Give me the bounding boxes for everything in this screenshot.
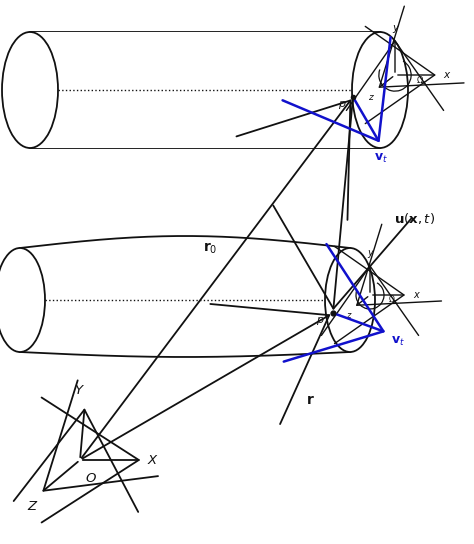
Text: $\mathbf{v}_t$: $\mathbf{v}_t$ xyxy=(391,335,405,348)
Bar xyxy=(20,248,350,352)
Text: $\mathbf{u}(\mathbf{x},t)$: $\mathbf{u}(\mathbf{x},t)$ xyxy=(394,211,436,226)
Text: $\mathbf{v}_t$: $\mathbf{v}_t$ xyxy=(374,152,388,165)
Text: O: O xyxy=(85,472,95,485)
Text: y: y xyxy=(392,23,398,33)
Text: Z: Z xyxy=(27,499,36,512)
Text: p: p xyxy=(338,99,345,109)
Ellipse shape xyxy=(0,248,45,352)
Text: x: x xyxy=(413,290,419,300)
Ellipse shape xyxy=(325,248,375,352)
Text: $\Omega_x$: $\Omega_x$ xyxy=(388,294,399,306)
Ellipse shape xyxy=(2,32,58,148)
Text: $\Omega_x$: $\Omega_x$ xyxy=(416,75,428,87)
Text: X: X xyxy=(147,454,156,467)
Text: Y: Y xyxy=(75,384,83,397)
Text: $\mathbf{r}$: $\mathbf{r}$ xyxy=(306,393,314,407)
Text: z: z xyxy=(346,311,351,320)
Text: y: y xyxy=(367,248,373,258)
Text: p: p xyxy=(316,315,323,325)
Text: $\mathbf{r}_0$: $\mathbf{r}_0$ xyxy=(203,240,217,256)
Bar xyxy=(30,32,380,148)
Text: x: x xyxy=(444,70,450,80)
Ellipse shape xyxy=(352,32,408,148)
Text: z: z xyxy=(368,92,373,102)
